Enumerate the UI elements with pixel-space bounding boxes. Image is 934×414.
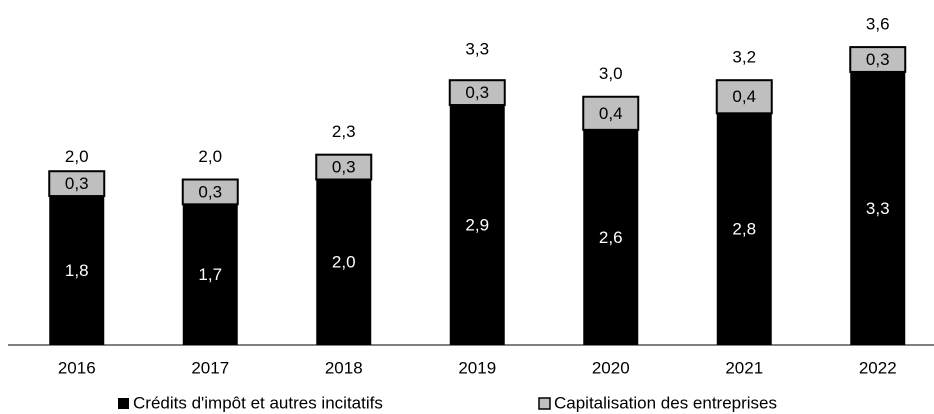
bar-segment: [850, 71, 906, 346]
bar-segment: [315, 153, 373, 181]
x-tick-label: 2021: [725, 358, 763, 377]
value-label: 2,8: [732, 220, 756, 239]
value-label: 0,3: [65, 174, 89, 193]
value-label: 0,3: [332, 158, 356, 177]
total-label: 2,0: [65, 147, 89, 166]
value-label: 0,4: [732, 87, 756, 106]
x-tick-label: 2020: [592, 358, 630, 377]
bar-segment: [849, 46, 907, 73]
bar-segment: [448, 79, 506, 107]
bar-segment: [583, 129, 639, 345]
bar-segment: [716, 113, 772, 345]
value-label: 0,4: [599, 104, 623, 123]
total-label: 3,0: [599, 64, 623, 83]
legend-label: Capitalisation des entreprises: [554, 393, 777, 412]
value-label: 2,9: [465, 215, 489, 234]
bar-segment: [182, 204, 238, 345]
value-label: 0,3: [866, 50, 890, 69]
x-tick-label: 2018: [325, 358, 363, 377]
total-label: 2,3: [332, 122, 356, 141]
legend-swatch: [118, 398, 129, 409]
value-label: 1,8: [65, 261, 89, 280]
value-label: 1,7: [198, 265, 222, 284]
bar-segment: [316, 179, 372, 345]
bar-segment: [48, 170, 106, 198]
x-tick-label: 2017: [191, 358, 229, 377]
total-label: 2,0: [198, 147, 222, 166]
total-label: 3,3: [465, 39, 489, 58]
x-tick-label: 2022: [859, 358, 897, 377]
bar-segment: [715, 79, 773, 115]
value-label: 2,0: [332, 253, 356, 272]
bar-segment: [49, 196, 105, 345]
value-label: 3,3: [866, 199, 890, 218]
total-label: 3,2: [732, 48, 756, 67]
bar-segment: [449, 105, 505, 346]
legend-label: Crédits d'impôt et autres incitatifs: [133, 393, 383, 412]
value-label: 0,3: [198, 182, 222, 201]
x-tick-label: 2019: [458, 358, 496, 377]
value-label: 0,3: [465, 83, 489, 102]
bar-segment: [181, 178, 239, 206]
x-tick-label: 2016: [58, 358, 96, 377]
legend-swatch: [538, 397, 551, 410]
bar-segment: [582, 95, 640, 131]
total-label: 3,6: [866, 15, 890, 34]
value-label: 2,6: [599, 228, 623, 247]
